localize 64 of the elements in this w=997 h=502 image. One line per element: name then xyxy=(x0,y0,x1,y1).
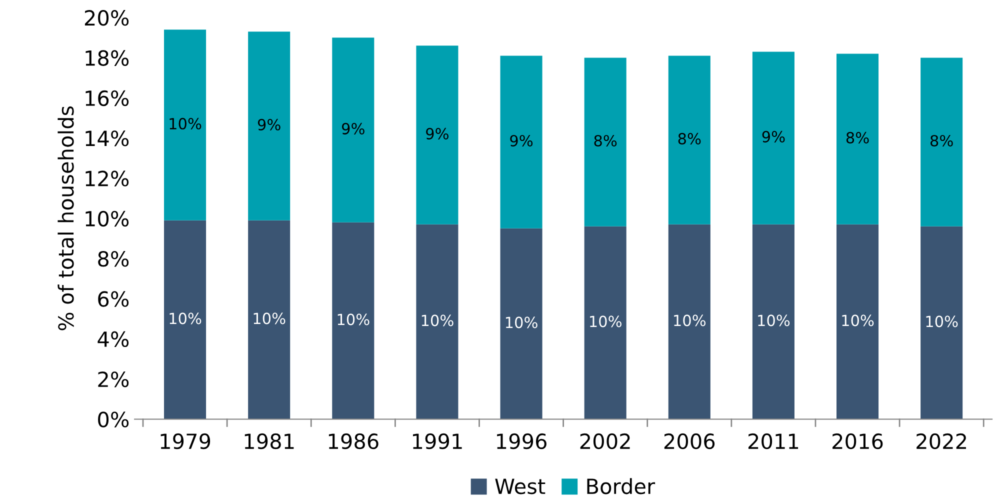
data-label: 9% xyxy=(342,122,364,134)
x-tick-label: 2011 xyxy=(748,433,798,450)
y-tick-label: 18% xyxy=(86,50,129,66)
bar xyxy=(332,222,374,420)
data-label: 10% xyxy=(422,314,454,326)
data-label: 8% xyxy=(594,134,617,146)
y-tick-label: 0% xyxy=(98,412,129,428)
x-tick-label: 2022 xyxy=(916,433,966,450)
data-label: 10% xyxy=(842,314,874,326)
bar xyxy=(500,56,542,228)
bar xyxy=(836,54,879,224)
bar xyxy=(332,38,374,222)
data-label: 10% xyxy=(590,316,622,328)
x-tick-label: 2002 xyxy=(580,433,630,450)
data-label: 10% xyxy=(170,118,202,130)
bar xyxy=(500,228,542,420)
y-axis-title: % of total households xyxy=(58,106,74,330)
bar xyxy=(668,224,710,420)
bar xyxy=(416,46,458,224)
bar xyxy=(164,30,206,220)
bar xyxy=(920,226,963,420)
y-tick-label: 20% xyxy=(84,10,129,26)
legend-label: West xyxy=(495,478,546,494)
data-label: 10% xyxy=(254,312,286,324)
y-tick-label: 12% xyxy=(86,170,129,186)
data-label: 10% xyxy=(506,316,538,328)
data-label: 8% xyxy=(930,134,953,146)
data-label: 10% xyxy=(674,314,706,326)
y-tick-label: 14% xyxy=(86,130,129,146)
data-label: 10% xyxy=(758,314,790,326)
data-label: 9% xyxy=(258,118,280,130)
y-tick-label: 16% xyxy=(86,90,129,106)
data-label: 10% xyxy=(170,312,202,324)
data-label: 10% xyxy=(338,314,370,326)
bar xyxy=(752,52,794,224)
bar xyxy=(164,220,206,420)
bar xyxy=(584,58,626,226)
data-label: 9% xyxy=(510,134,533,146)
bar xyxy=(752,224,794,420)
y-tick-label: 6% xyxy=(98,291,129,307)
bar xyxy=(920,58,963,226)
x-tick-label: 2016 xyxy=(832,433,883,450)
legend-label: Border xyxy=(587,478,656,494)
data-label: 9% xyxy=(426,128,448,140)
x-tick-label: 2006 xyxy=(664,433,715,450)
y-tick-label: 10% xyxy=(86,210,129,227)
bar xyxy=(584,226,626,420)
bar xyxy=(248,220,290,420)
data-label: 10% xyxy=(926,316,958,328)
y-tick-label: 8% xyxy=(98,250,129,267)
x-tick-label: 1991 xyxy=(412,433,462,450)
bar xyxy=(248,32,290,220)
x-tick-label: 1986 xyxy=(328,433,378,450)
x-tick-label: 1979 xyxy=(160,433,210,450)
data-label: 9% xyxy=(762,130,785,142)
data-label: 8% xyxy=(846,132,869,144)
data-label: 8% xyxy=(678,132,701,144)
bar xyxy=(416,224,458,420)
x-tick-label: 1981 xyxy=(244,433,294,450)
bar xyxy=(668,56,710,224)
y-tick-label: 2% xyxy=(98,371,129,388)
y-tick-label: 4% xyxy=(98,331,129,348)
bar xyxy=(836,224,879,420)
x-tick-label: 1996 xyxy=(497,433,546,450)
